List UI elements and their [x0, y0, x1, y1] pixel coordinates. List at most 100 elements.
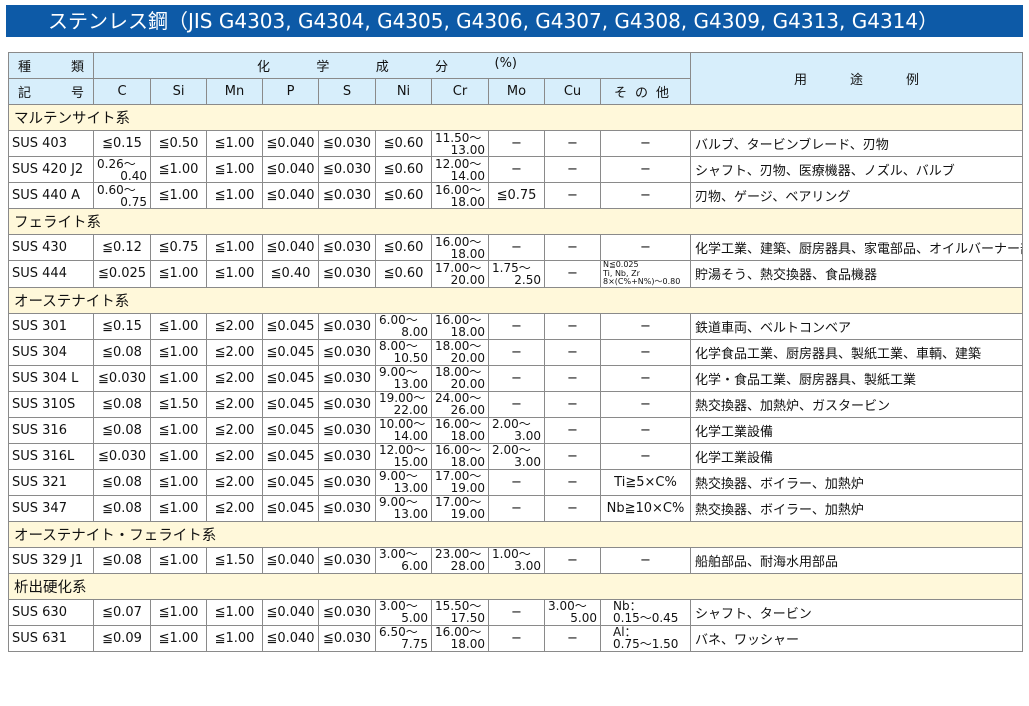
range: 18.00〜 20.00 [435, 366, 485, 390]
table-row: SUS 440 A 0.60〜 0.75 ≦1.00 ≦1.00 ≦0.040 ≦0.030… [8, 182, 1023, 209]
chem-header: 化 学 成 分 (%) [93, 52, 691, 79]
value-cell: − [544, 494, 601, 522]
range-max: 8.00 [401, 325, 428, 339]
column-header-si: Si [150, 78, 207, 105]
range: 9.00〜 13.00 [379, 366, 428, 390]
grade-name: SUS 430 [8, 234, 94, 261]
range: 23.00〜 28.00 [435, 548, 485, 572]
value-cell: − [600, 390, 691, 418]
value-cell: ≦0.030 [318, 338, 376, 366]
value-cell: ≦1.00 [150, 598, 207, 626]
grade-name: SUS 444 [8, 260, 94, 288]
other-cell: N≦0.025 Ti, Nb, Zr 8×(C%+N%)〜0.80 [600, 260, 691, 288]
range: 16.00〜 18.00 [435, 184, 485, 208]
range-cell: 16.00〜 18.00 [431, 416, 489, 444]
range-max: 28.00 [450, 559, 485, 573]
category-row: マルテンサイト系 [8, 104, 1023, 131]
value-cell: − [600, 312, 691, 340]
range-max: 14.00 [393, 429, 428, 443]
range-max: 19.00 [450, 507, 485, 521]
table-row: SUS 444 ≦0.025 ≦1.00 ≦1.00 ≦0.40 ≦0.030 ≦0.60 1… [8, 260, 1023, 288]
value-cell: ≦1.00 [150, 312, 207, 340]
range: 18.00〜 20.00 [435, 340, 485, 364]
range-min: 15.50〜 [435, 599, 482, 613]
value-cell: − [600, 442, 691, 470]
header-char: (%) [494, 56, 518, 71]
value-cell: ≦0.12 [93, 234, 151, 261]
value-cell: ≦1.00 [150, 260, 207, 288]
value-cell: ≦1.00 [150, 546, 207, 574]
range-min: 12.00〜 [435, 156, 482, 171]
column-header-p: P [262, 78, 319, 105]
value-cell: ≦1.00 [206, 182, 263, 209]
range-min: 16.00〜 [435, 443, 482, 457]
range-cell: 6.50〜 7.75 [375, 624, 432, 652]
range-max: 0.40 [120, 168, 147, 183]
range-cell: 17.00〜 19.00 [431, 468, 489, 496]
category-label: オーステナイト・フェライト系 [8, 520, 1023, 548]
range: 3.00〜 5.00 [548, 600, 597, 624]
range-cell: 17.00〜 20.00 [431, 260, 489, 288]
range-max: 26.00 [450, 403, 485, 417]
range-max: 18.00 [450, 194, 485, 209]
range-cell: 17.00〜 19.00 [431, 494, 489, 522]
value-cell: ≦0.040 [262, 546, 319, 574]
range-cell: 12.00〜 15.00 [375, 442, 432, 470]
grade-name: SUS 631 [8, 624, 94, 652]
value-cell: ≦1.00 [150, 156, 207, 183]
type-header: 種類 [8, 52, 94, 79]
range-max: 18.00 [450, 246, 485, 261]
use-example: 化学食品工業、厨房器具、製紙工業、車輌、建築 [690, 338, 1023, 366]
value-cell: ≦1.00 [150, 416, 207, 444]
category-row: オーステナイト系 [8, 286, 1023, 314]
range: 2.00〜 3.00 [492, 418, 541, 442]
value-cell: ≦0.045 [262, 494, 319, 522]
range-min: 6.50〜 [379, 625, 418, 639]
range: 12.00〜 14.00 [435, 158, 485, 182]
value-cell: ≦2.00 [206, 312, 263, 340]
value-cell: ≦0.030 [93, 442, 151, 470]
use-example: バネ、ワッシャー [690, 624, 1023, 652]
range: 24.00〜 26.00 [435, 392, 485, 416]
value-cell: − [544, 364, 601, 392]
note-line: Nb： [613, 599, 642, 613]
value-cell: ≦0.030 [318, 390, 376, 418]
range-max: 20.00 [450, 272, 485, 287]
range-cell: 9.00〜 13.00 [375, 494, 432, 522]
value-cell: − [544, 130, 601, 157]
range: 15.50〜 17.50 [435, 600, 485, 624]
column-header-mo: Mo [488, 78, 545, 105]
range-min: 8.00〜 [379, 339, 418, 353]
value-cell: ≦1.00 [206, 156, 263, 183]
range: 16.00〜 18.00 [435, 236, 485, 260]
value-cell: ≦0.030 [318, 312, 376, 340]
grade-name: SUS 301 [8, 312, 94, 340]
grade-name: SUS 310S [8, 390, 94, 418]
range: 2.00〜 3.00 [492, 444, 541, 468]
value-cell: ≦0.08 [93, 546, 151, 574]
value-cell: ≦0.040 [262, 130, 319, 157]
range-min: 17.00〜 [435, 260, 482, 275]
header-char: 記 [18, 86, 32, 101]
range-cell: 3.00〜 6.00 [375, 546, 432, 574]
use-example: 熱交換器、ボイラー、加熱炉 [690, 494, 1023, 522]
range: 0.60〜 0.75 [97, 184, 147, 208]
value-cell: ≦0.030 [93, 364, 151, 392]
grade-name: SUS 321 [8, 468, 94, 496]
range-max: 13.00 [393, 507, 428, 521]
header-char: 種 [18, 60, 32, 75]
range-max: 20.00 [450, 351, 485, 365]
range-cell: 18.00〜 20.00 [431, 338, 489, 366]
value-cell: ≦1.00 [150, 364, 207, 392]
value-cell: ≦0.045 [262, 468, 319, 496]
table-row: SUS 329 J1 ≦0.08 ≦1.00 ≦1.50 ≦0.040 ≦0.030 3.0… [8, 546, 1023, 574]
header-char: 途 [849, 73, 863, 88]
value-cell: Nb≧10×C% [600, 494, 691, 522]
value-cell: ≦2.00 [206, 442, 263, 470]
column-header-cr: Cr [431, 78, 489, 105]
use-example: バルブ、タービンブレード、刃物 [690, 130, 1023, 157]
range-min: 0.26〜 [97, 156, 136, 171]
value-cell: ≦1.00 [206, 130, 263, 157]
header-char: 号 [70, 86, 84, 101]
value-cell: ≦0.030 [318, 234, 376, 261]
